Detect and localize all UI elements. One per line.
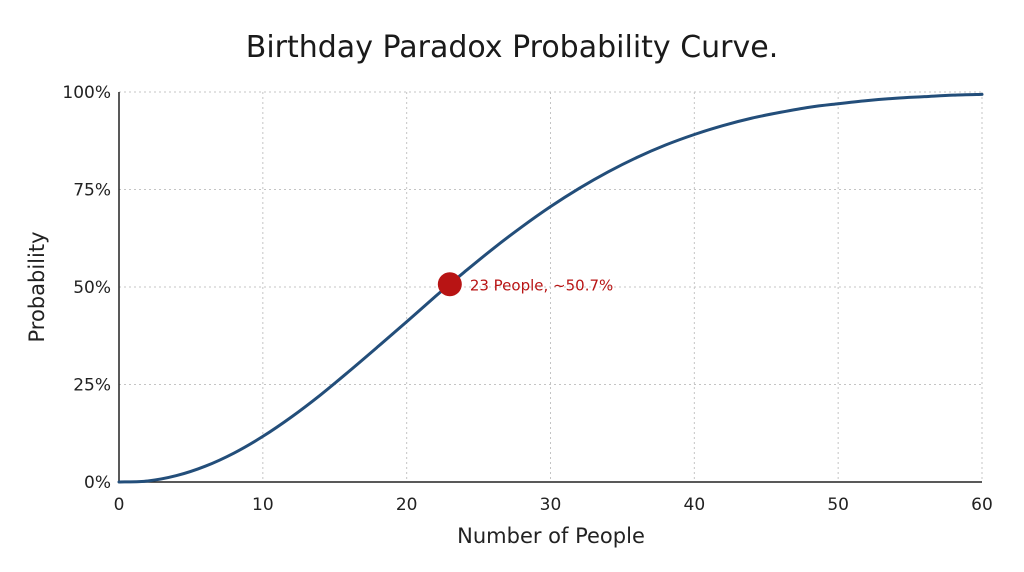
- ticks-layer: 0 10 20 30 40 50 60 0% 25% 50% 75% 100%: [62, 83, 992, 515]
- grid-layer: [119, 91, 983, 482]
- x-tick-label: 10: [252, 495, 274, 515]
- x-tick-label: 0: [114, 495, 125, 515]
- highlight-annotation: 23 People, ~50.7%: [470, 276, 613, 294]
- x-tick-label: 40: [684, 495, 706, 515]
- y-tick-label: 100%: [62, 83, 111, 103]
- x-tick-label: 30: [540, 495, 562, 515]
- y-tick-label: 75%: [73, 181, 111, 201]
- y-tick-label: 0%: [84, 473, 111, 493]
- x-tick-label: 50: [827, 495, 849, 515]
- y-tick-label: 50%: [73, 278, 111, 298]
- x-axis-label: Number of People: [457, 524, 645, 548]
- highlight-point: [437, 272, 462, 297]
- series-layer: [117, 92, 984, 484]
- y-axis-label: Probability: [25, 231, 49, 342]
- probability-curve: [117, 92, 984, 484]
- highlight-layer: 23 People, ~50.7%: [437, 272, 613, 297]
- x-tick-label: 60: [971, 495, 993, 515]
- x-tick-label: 20: [396, 495, 418, 515]
- axes-layer: [118, 92, 982, 483]
- chart-title: Birthday Paradox Probability Curve.: [246, 30, 779, 65]
- y-tick-label: 25%: [73, 376, 111, 396]
